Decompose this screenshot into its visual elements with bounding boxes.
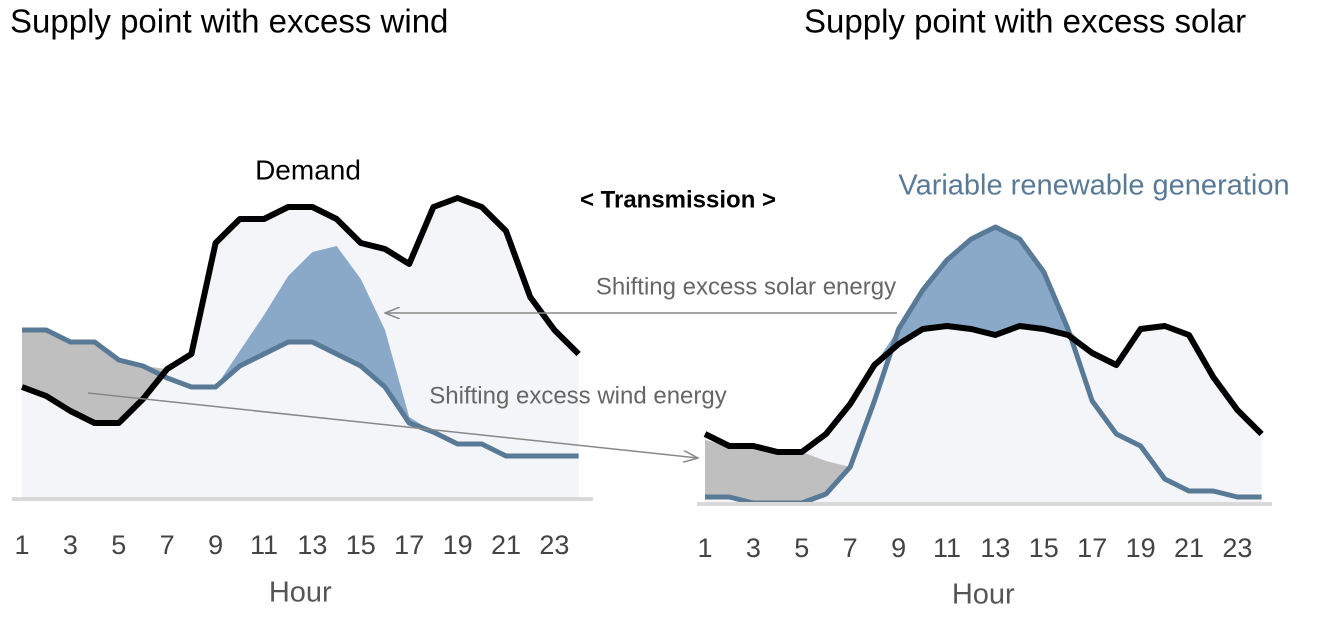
x-tick-label: 23: [539, 530, 569, 560]
annotation: Shifting excess wind energy: [429, 382, 727, 409]
x-tick-label: 11: [250, 530, 278, 560]
x-tick-label: 11: [933, 533, 961, 563]
excess-area: [705, 227, 1262, 452]
series-label: Variable renewable generation: [898, 170, 1289, 202]
x-tick-label: 1: [14, 530, 29, 560]
x-tick-label: 5: [794, 533, 809, 563]
series-line: [20, 195, 581, 426]
x-tick-label: 19: [443, 530, 473, 560]
arrow: [87, 392, 698, 458]
chart-title: Supply point with excess wind: [10, 3, 448, 40]
x-tick-label: 13: [980, 533, 1010, 563]
x-tick-label: 1: [697, 533, 712, 563]
x-tick-label: 3: [746, 533, 761, 563]
x-axis-label: Hour: [269, 577, 332, 609]
x-tick-label: 5: [111, 530, 126, 560]
x-tick-label: 23: [1222, 533, 1252, 563]
imported-area: [22, 246, 579, 456]
demand-area: [705, 326, 1262, 503]
x-tick-label: 13: [297, 530, 327, 560]
x-tick-label: 21: [1174, 533, 1204, 563]
x-tick-label: 9: [208, 530, 223, 560]
series-line: [22, 327, 579, 459]
series-line: [703, 323, 1264, 455]
x-tick-label: 21: [491, 530, 521, 560]
x-tick-label: 19: [1126, 533, 1156, 563]
chart-title: Supply point with excess solar: [804, 3, 1246, 40]
excess-area: [22, 198, 579, 423]
annotation: Shifting excess solar energy: [596, 273, 896, 300]
x-tick-label: 17: [394, 530, 424, 560]
x-tick-label: 9: [891, 533, 906, 563]
x-tick-label: 3: [63, 530, 78, 560]
x-tick-label: 7: [160, 530, 175, 560]
imported-area: [705, 227, 1262, 503]
x-tick-label: 15: [1029, 533, 1059, 563]
x-tick-label: 15: [346, 530, 376, 560]
demand-area: [22, 198, 579, 498]
series-label: Demand: [255, 154, 361, 185]
x-tick-label: 17: [1077, 533, 1107, 563]
x-tick-label: 7: [843, 533, 858, 563]
x-axis-label: Hour: [952, 579, 1015, 611]
transmission-label: < Transmission >: [580, 186, 776, 213]
